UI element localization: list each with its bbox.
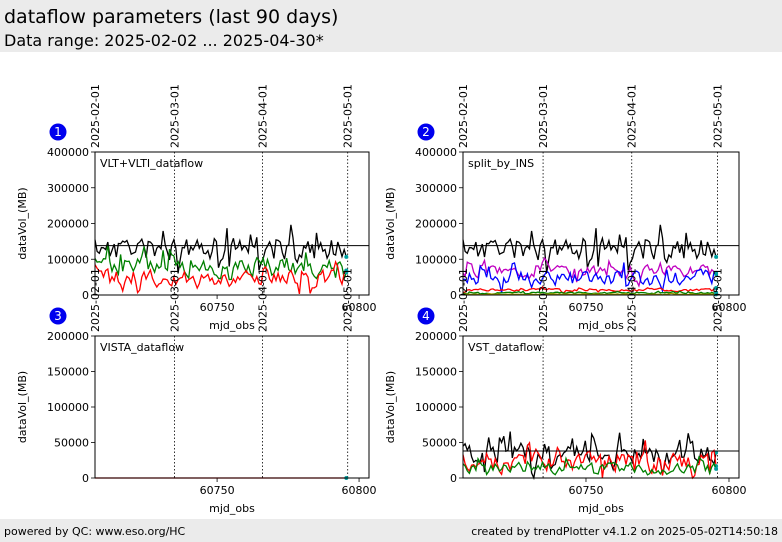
series-line bbox=[94, 244, 347, 282]
series-end-point bbox=[714, 272, 719, 277]
y-tick-label: 200000 bbox=[47, 330, 89, 343]
chart-panel-2: 2 2025-02-01 2025-03-01 2025-04-01 2025-05-0… bbox=[384, 84, 746, 332]
series-line bbox=[94, 224, 347, 274]
y-tick-label: 100000 bbox=[415, 253, 457, 266]
x-tick-label: 60750 bbox=[568, 301, 603, 314]
x-tick-label: 60750 bbox=[200, 484, 235, 497]
panel-number-label: 4 bbox=[422, 309, 430, 323]
date-marker-label: 2025-04-01 bbox=[626, 268, 639, 332]
series-line bbox=[462, 290, 717, 296]
date-marker-label: 2025-04-01 bbox=[257, 268, 270, 332]
series-line bbox=[462, 455, 717, 476]
series-line bbox=[462, 256, 717, 288]
date-marker-label: 2025-02-01 bbox=[89, 268, 102, 332]
y-tick-label: 0 bbox=[450, 289, 457, 302]
footer-powered-by: powered by QC: www.eso.org/HC bbox=[4, 525, 186, 538]
x-axis-label: mjd_obs bbox=[209, 319, 255, 332]
plot-frame bbox=[462, 151, 740, 296]
y-tick-label: 200000 bbox=[47, 218, 89, 231]
y-axis-label: dataVol_(MB) bbox=[384, 371, 397, 443]
date-marker-label: 2025-02-01 bbox=[457, 268, 470, 332]
plot-frame bbox=[462, 335, 740, 479]
data-range-subtitle: Data range: 2025-02-02 ... 2025-04-30* bbox=[4, 31, 324, 50]
date-marker-label: 2025-05-01 bbox=[712, 268, 725, 332]
footer-created-by: created by trendPlotter v4.1.2 on 2025-0… bbox=[471, 525, 778, 538]
date-marker-label: 2025-03-01 bbox=[537, 268, 550, 332]
panel-title: split_by_INS bbox=[468, 157, 534, 170]
y-tick-label: 50000 bbox=[422, 437, 457, 450]
series-line bbox=[462, 286, 717, 294]
date-marker-label: 2025-05-01 bbox=[342, 84, 355, 148]
y-axis-label: dataVol_(MB) bbox=[16, 371, 29, 443]
panel-number-badge bbox=[417, 123, 435, 141]
date-marker-label: 2025-03-01 bbox=[537, 84, 550, 148]
y-tick-label: 300000 bbox=[47, 182, 89, 195]
panel-title: VST_dataflow bbox=[468, 341, 542, 354]
y-axis-label: dataVol_(MB) bbox=[16, 187, 29, 259]
x-axis-label: mjd_obs bbox=[578, 319, 624, 332]
x-tick-label: 60800 bbox=[342, 484, 377, 497]
panel-number-badge bbox=[49, 123, 67, 141]
x-axis-label: mjd_obs bbox=[578, 502, 624, 515]
date-marker-label: 2025-04-01 bbox=[626, 84, 639, 148]
panel-number-label: 2 bbox=[422, 125, 430, 139]
date-marker-label: 2025-02-01 bbox=[89, 84, 102, 148]
x-axis-label: mjd_obs bbox=[209, 502, 255, 515]
y-tick-label: 200000 bbox=[415, 330, 457, 343]
chart-panel-3: 3 2025-02-01 2025-03-01 2025-04-01 2025-05-0… bbox=[16, 268, 377, 515]
date-marker-label: 2025-05-01 bbox=[342, 268, 355, 332]
y-tick-label: 50000 bbox=[54, 437, 89, 450]
y-tick-label: 0 bbox=[450, 472, 457, 485]
panel-number-label: 1 bbox=[54, 125, 62, 139]
series-line bbox=[463, 292, 717, 296]
series-end-point bbox=[344, 268, 349, 273]
plot-frame bbox=[94, 151, 370, 296]
series-end-point bbox=[714, 254, 719, 259]
date-marker-label: 2025-02-01 bbox=[457, 84, 470, 148]
x-tick-label: 60750 bbox=[568, 484, 603, 497]
chart-panel-4: 4 2025-02-01 2025-03-01 2025-04-01 2025-05-0… bbox=[384, 268, 746, 515]
y-tick-label: 300000 bbox=[415, 182, 457, 195]
panel-number-label: 3 bbox=[54, 309, 62, 323]
page-title: dataflow parameters (last 90 days) bbox=[4, 6, 339, 28]
date-marker-label: 2025-05-01 bbox=[712, 84, 725, 148]
x-tick-label: 60800 bbox=[711, 484, 746, 497]
y-tick-label: 150000 bbox=[415, 366, 457, 379]
series-line bbox=[462, 262, 717, 294]
series-end-point bbox=[344, 254, 349, 259]
panel-title: VISTA_dataflow bbox=[100, 341, 184, 354]
series-line bbox=[462, 431, 717, 481]
date-marker-label: 2025-04-01 bbox=[257, 84, 270, 148]
y-tick-label: 200000 bbox=[415, 218, 457, 231]
panel-title: VLT+VLTI_dataflow bbox=[100, 157, 203, 170]
series-end-point bbox=[714, 466, 719, 471]
series-end-point bbox=[714, 286, 719, 290]
y-tick-label: 100000 bbox=[47, 253, 89, 266]
y-tick-label: 400000 bbox=[415, 146, 457, 159]
y-tick-label: 0 bbox=[82, 472, 89, 485]
y-tick-label: 400000 bbox=[47, 146, 89, 159]
header-bar: dataflow parameters (last 90 days) Data … bbox=[0, 0, 782, 52]
x-tick-label: 60750 bbox=[200, 301, 235, 314]
date-marker-label: 2025-03-01 bbox=[169, 268, 182, 332]
footer-bar: powered by QC: www.eso.org/HC created by… bbox=[0, 519, 782, 542]
chart-panel-1: 1 2025-02-01 2025-03-01 2025-04-01 2025-05-0… bbox=[16, 84, 377, 332]
y-tick-label: 0 bbox=[82, 289, 89, 302]
y-axis-label: dataVol_(MB) bbox=[384, 187, 397, 259]
x-tick-label: 60800 bbox=[342, 301, 377, 314]
panel-number-badge bbox=[417, 307, 435, 325]
date-marker-label: 2025-03-01 bbox=[169, 84, 182, 148]
x-tick-label: 60800 bbox=[711, 301, 746, 314]
y-tick-label: 100000 bbox=[47, 401, 89, 414]
y-tick-label: 150000 bbox=[47, 366, 89, 379]
series-line bbox=[462, 224, 717, 274]
series-end-point bbox=[714, 450, 719, 455]
series-line bbox=[94, 259, 347, 295]
plot-frame bbox=[94, 335, 370, 479]
y-tick-label: 100000 bbox=[415, 401, 457, 414]
panel-number-badge bbox=[49, 307, 67, 325]
